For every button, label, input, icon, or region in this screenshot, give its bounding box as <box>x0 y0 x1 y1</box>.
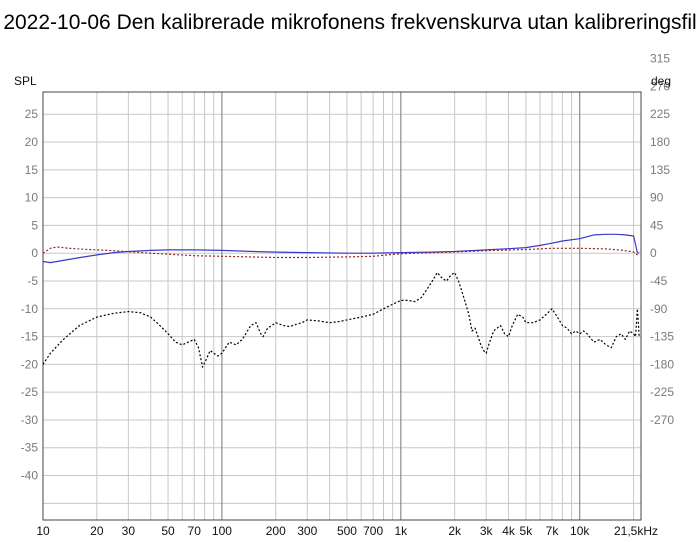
x-axis: 10 20 30 50 70 100 200 300 500 700 1k 2k 3k 4k 5k 7k 10k… <box>36 524 658 538</box>
y-tick-label: 15 <box>25 163 39 177</box>
y2-tick-label: 135 <box>650 163 670 177</box>
y2-tick-label: -225 <box>650 385 674 399</box>
y-right-axis: 315 270 225 180 135 90 45 0 -45 -90 -135 -180 -225 -2… <box>650 52 674 427</box>
x-tick-label: 4k <box>502 524 516 538</box>
x-tick-label: 10 <box>36 524 50 538</box>
right-axis-label: deg <box>651 74 671 88</box>
x-tick-label: 30 <box>122 524 136 538</box>
series-line-3 <box>42 272 640 368</box>
x-tick-label: 500 <box>337 524 357 538</box>
y-tick-label: 20 <box>25 135 39 149</box>
x-tick-label: 10k <box>570 524 590 538</box>
grid-minor <box>43 92 641 520</box>
plot-frame <box>42 91 642 521</box>
series-layer <box>42 233 640 368</box>
y-tick-label: -25 <box>21 385 39 399</box>
chart-title-text: 2022-10-06 Den kalibrerade mikrofonens f… <box>3 11 697 34</box>
series-line-2 <box>42 246 640 259</box>
grid-major <box>42 92 581 520</box>
x-tick-label: 7k <box>546 524 560 538</box>
y2-tick-label: 225 <box>650 107 670 121</box>
y-tick-label: -30 <box>21 413 39 427</box>
y2-tick-label: -180 <box>650 357 674 371</box>
y-tick-label: -35 <box>21 441 39 455</box>
x-tick-label: 20 <box>90 524 104 538</box>
y-tick-label: 0 <box>31 246 38 260</box>
y-tick-label: 25 <box>25 107 39 121</box>
y2-tick-label: 180 <box>650 135 670 149</box>
x-tick-label: 70 <box>188 524 202 538</box>
x-tick-label: 5k <box>520 524 534 538</box>
y-tick-label: 10 <box>25 191 39 205</box>
series-line-1 <box>42 233 640 264</box>
y2-tick-label: 45 <box>650 218 664 232</box>
x-tick-label: 300 <box>297 524 317 538</box>
y2-tick-label: -270 <box>650 413 674 427</box>
x-tick-label: 700 <box>363 524 383 538</box>
y-left-axis: 25 20 15 10 5 0 -5 -10 -15 -20 -25 -30 -35 -40 <box>21 107 39 482</box>
x-tick-label: 50 <box>161 524 175 538</box>
y-tick-label: -40 <box>21 469 39 483</box>
y-tick-label: -10 <box>21 302 39 316</box>
y-tick-label: 5 <box>31 218 38 232</box>
y2-tick-label: -45 <box>650 274 668 288</box>
x-tick-label: 1k <box>394 524 408 538</box>
y2-tick-label: -135 <box>650 330 674 344</box>
x-tick-label: 3k <box>480 524 494 538</box>
y-tick-label: -20 <box>21 357 39 371</box>
y2-tick-label: -90 <box>650 302 668 316</box>
x-tick-label: 21,5kHz <box>614 524 658 538</box>
x-tick-label: 2k <box>448 524 462 538</box>
y2-tick-label: 270 <box>650 79 670 93</box>
y2-tick-label: 0 <box>650 246 657 260</box>
y-tick-label: -15 <box>21 330 39 344</box>
left-axis-label: SPL <box>14 74 37 88</box>
y2-tick-label: 315 <box>650 52 670 66</box>
chart-title: 2022-10-06 Den kalibrerade mikrofonens f… <box>0 8 700 38</box>
y-tick-label: -5 <box>27 274 38 288</box>
x-tick-label: 100 <box>212 524 232 538</box>
x-tick-label: 200 <box>266 524 286 538</box>
y2-tick-label: 90 <box>650 191 664 205</box>
